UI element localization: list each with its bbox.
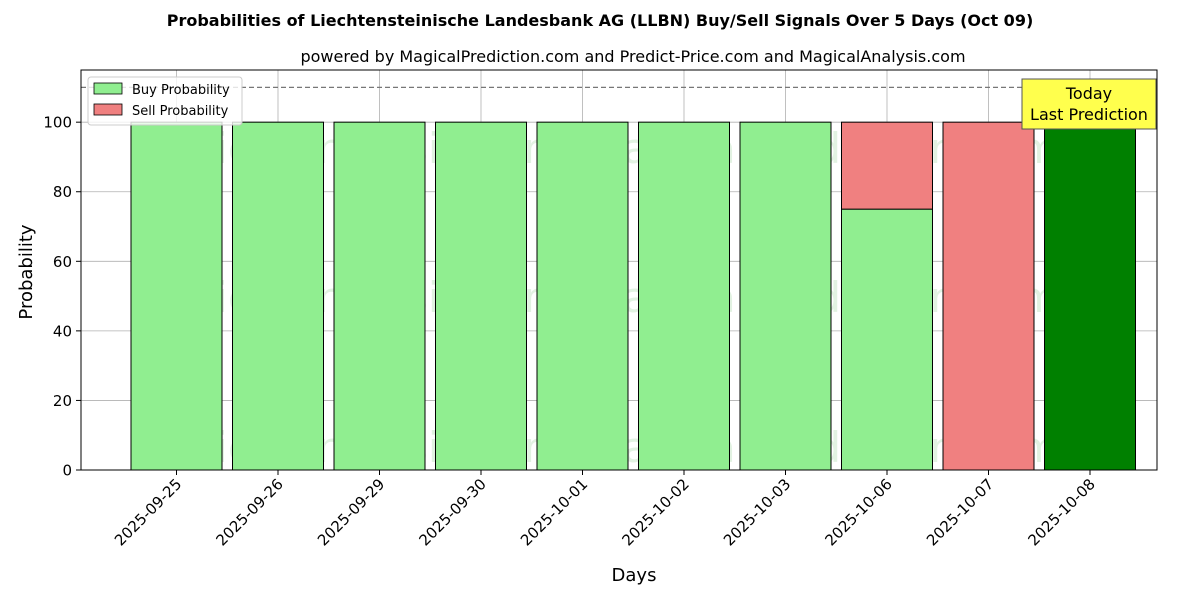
x-tick-label: 2025-09-26 [212, 475, 286, 549]
plot-frame [80, 69, 1158, 471]
annotation-line-2: Last Prediction [1030, 105, 1148, 124]
x-tick-label: 2025-10-06 [821, 475, 895, 549]
bar-sell [942, 121, 1035, 471]
legend-swatch-buy [93, 82, 123, 95]
y-tick-label: 60 [53, 253, 72, 271]
x-axis: 2025-09-25 2025-09-26 2025-09-29 2025-09-30… [111, 470, 1099, 549]
bars [130, 121, 1136, 471]
x-tick-label: 2025-09-30 [415, 475, 489, 549]
y-tick-label: 80 [53, 183, 72, 201]
x-tick-label: 2025-10-08 [1024, 475, 1098, 549]
bar-buy [536, 121, 629, 471]
x-tick-label: 2025-10-01 [517, 475, 591, 549]
y-tick-label: 0 [62, 462, 72, 480]
legend-label-buy: Buy Probability [132, 83, 230, 98]
y-tick-label: 100 [43, 114, 72, 132]
legend: Buy Probability Sell Probability [87, 76, 243, 126]
y-axis: 0 20 40 60 80 100 [43, 114, 81, 480]
legend-label-sell: Sell Probability [132, 104, 229, 119]
today-annotation: Today Last Prediction [1021, 78, 1157, 130]
y-axis-label: Probability [16, 224, 37, 319]
legend-swatch-sell [93, 103, 123, 116]
x-tick-label: 2025-10-03 [720, 475, 794, 549]
chart-title: Probabilities of Liechtensteinische Land… [167, 11, 1034, 30]
y-tick-label: 40 [53, 322, 72, 340]
x-tick-label: 2025-09-29 [314, 475, 388, 549]
bar-buy [841, 208, 933, 471]
chart-subtitle: powered by MagicalPrediction.com and Pre… [300, 47, 965, 66]
y-tick-label: 20 [53, 392, 72, 410]
bar-buy [638, 121, 730, 471]
x-axis-label: Days [612, 565, 657, 586]
legend-box [87, 76, 243, 126]
annotation-box [1021, 78, 1157, 130]
x-tick-label: 2025-10-07 [923, 475, 997, 549]
bar-buy [435, 121, 527, 471]
x-tick-label: 2025-10-02 [618, 475, 692, 549]
bar-buy [232, 121, 324, 471]
bar-buy [333, 121, 426, 471]
annotation-line-1: Today [1065, 84, 1112, 103]
bar-buy [739, 121, 832, 471]
x-tick-label: 2025-09-25 [111, 475, 185, 549]
bar-sell [841, 121, 933, 210]
bar-buy [130, 121, 223, 471]
bar-buy [1044, 121, 1136, 471]
